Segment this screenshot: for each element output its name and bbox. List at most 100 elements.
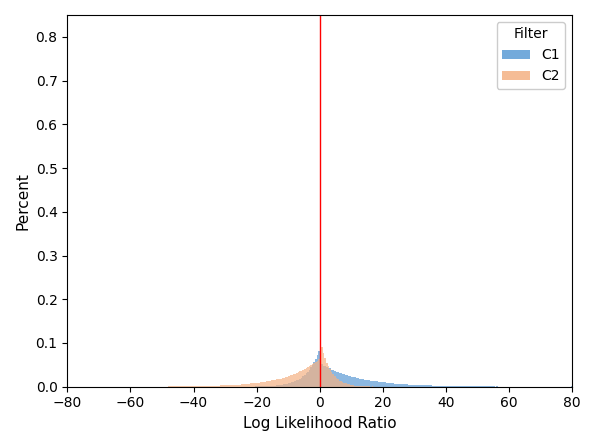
- Bar: [250, 384, 252, 387]
- Bar: [209, 386, 211, 387]
- Bar: [224, 385, 225, 387]
- Bar: [217, 386, 219, 387]
- Bar: [207, 386, 209, 387]
- Bar: [387, 383, 389, 387]
- Bar: [419, 385, 421, 387]
- Bar: [397, 384, 399, 387]
- Bar: [334, 376, 336, 387]
- Bar: [306, 373, 307, 387]
- Bar: [293, 382, 294, 387]
- Bar: [296, 373, 297, 387]
- Bar: [392, 383, 394, 387]
- Bar: [313, 362, 315, 387]
- Bar: [266, 386, 268, 387]
- Bar: [462, 386, 463, 387]
- Bar: [324, 359, 326, 387]
- Bar: [235, 385, 236, 387]
- Bar: [384, 382, 386, 387]
- Bar: [214, 386, 216, 387]
- Bar: [260, 382, 262, 387]
- Bar: [306, 368, 307, 387]
- Bar: [307, 367, 309, 387]
- Bar: [409, 385, 411, 387]
- Bar: [402, 384, 403, 387]
- Bar: [356, 386, 358, 387]
- Bar: [414, 385, 416, 387]
- Bar: [408, 384, 409, 387]
- Bar: [435, 386, 436, 387]
- Bar: [339, 373, 340, 387]
- Bar: [470, 386, 471, 387]
- Bar: [381, 382, 383, 387]
- Bar: [318, 351, 319, 387]
- Bar: [262, 382, 263, 387]
- Bar: [302, 370, 304, 387]
- Bar: [449, 386, 451, 387]
- Bar: [455, 386, 457, 387]
- Bar: [389, 383, 391, 387]
- Bar: [460, 386, 462, 387]
- Bar: [222, 385, 224, 387]
- Bar: [346, 384, 348, 387]
- Bar: [361, 386, 362, 387]
- Bar: [413, 385, 414, 387]
- Bar: [253, 383, 255, 387]
- Bar: [367, 380, 369, 387]
- Bar: [192, 386, 194, 387]
- Bar: [443, 386, 445, 387]
- Bar: [424, 385, 426, 387]
- Bar: [263, 382, 265, 387]
- Bar: [463, 386, 465, 387]
- Bar: [311, 365, 312, 387]
- X-axis label: Log Likelihood Ratio: Log Likelihood Ratio: [243, 416, 396, 431]
- Bar: [294, 381, 296, 387]
- Bar: [309, 370, 311, 387]
- Bar: [321, 364, 323, 387]
- Bar: [257, 383, 258, 387]
- Bar: [293, 374, 294, 387]
- Bar: [319, 363, 321, 387]
- Bar: [370, 380, 372, 387]
- Bar: [445, 386, 446, 387]
- Bar: [271, 386, 272, 387]
- Bar: [236, 385, 238, 387]
- Bar: [377, 381, 378, 387]
- Bar: [277, 379, 279, 387]
- Bar: [265, 382, 266, 387]
- Bar: [239, 384, 241, 387]
- Bar: [297, 372, 299, 387]
- Bar: [200, 386, 201, 387]
- Bar: [231, 385, 233, 387]
- Bar: [268, 386, 269, 387]
- Bar: [282, 378, 284, 387]
- Bar: [280, 385, 282, 387]
- Bar: [433, 385, 435, 387]
- Bar: [216, 386, 217, 387]
- Bar: [288, 384, 290, 387]
- Bar: [241, 384, 243, 387]
- Legend: C1, C2: C1, C2: [496, 22, 565, 89]
- Bar: [319, 340, 321, 387]
- Bar: [340, 381, 342, 387]
- Bar: [203, 386, 204, 387]
- Bar: [468, 386, 470, 387]
- Bar: [343, 374, 345, 387]
- Bar: [309, 366, 311, 387]
- Bar: [328, 366, 329, 387]
- Bar: [269, 386, 271, 387]
- Bar: [403, 384, 405, 387]
- Bar: [268, 381, 269, 387]
- Bar: [337, 379, 339, 387]
- Bar: [311, 367, 312, 387]
- Bar: [430, 385, 432, 387]
- Bar: [190, 386, 192, 387]
- Bar: [296, 380, 297, 387]
- Bar: [271, 380, 272, 387]
- Bar: [337, 372, 339, 387]
- Bar: [211, 386, 212, 387]
- Bar: [339, 380, 340, 387]
- Bar: [342, 374, 343, 387]
- Bar: [348, 376, 350, 387]
- Bar: [249, 384, 250, 387]
- Bar: [359, 379, 361, 387]
